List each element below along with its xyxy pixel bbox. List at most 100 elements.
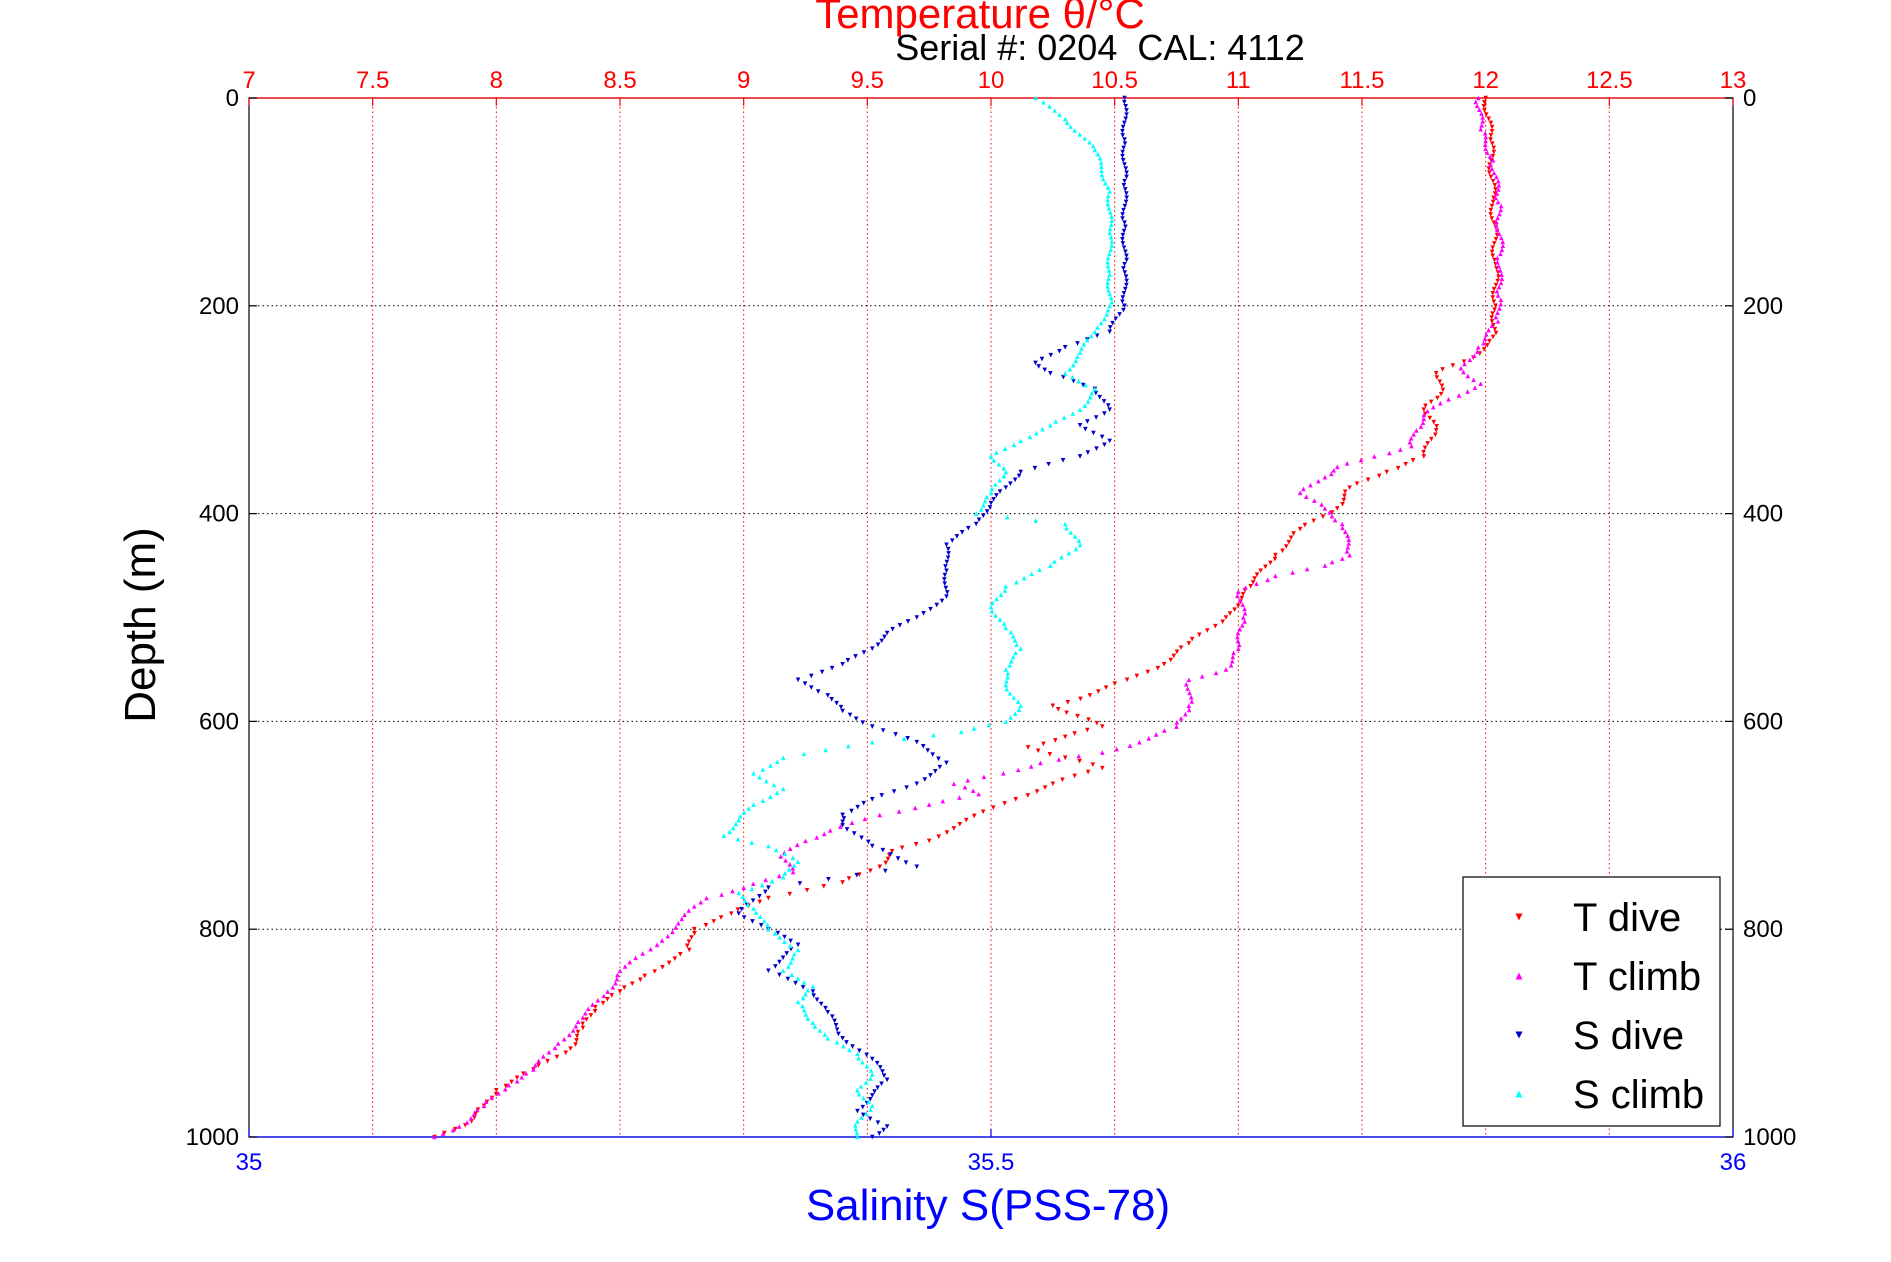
data-point (595, 997, 601, 1003)
data-point (965, 777, 971, 783)
data-point (1462, 361, 1467, 367)
data-point (1014, 579, 1019, 585)
data-point (809, 673, 814, 679)
data-point (904, 785, 909, 790)
data-point (1489, 319, 1495, 324)
x-axis-label-salinity: Salinity S(PSS-78) (806, 1181, 1170, 1230)
data-point (1475, 345, 1481, 350)
data-point (1489, 128, 1495, 134)
legend: T dive T climb S dive S climb (1462, 876, 1721, 1127)
data-point (1358, 457, 1364, 463)
data-point (810, 989, 816, 994)
data-point (780, 786, 786, 792)
data-point (869, 797, 875, 802)
data-point (586, 1006, 591, 1012)
data-point (1003, 719, 1009, 724)
data-point (1099, 164, 1104, 169)
data-point (1411, 432, 1416, 437)
data-point (1109, 214, 1114, 219)
data-point (1089, 390, 1095, 396)
data-point (766, 885, 771, 890)
data-point (1105, 264, 1111, 269)
data-point (890, 626, 895, 632)
data-point (1252, 576, 1257, 581)
data-point (1109, 239, 1115, 244)
data-point (986, 722, 992, 728)
data-point (1478, 381, 1484, 387)
data-point (1254, 572, 1260, 577)
data-point (1316, 478, 1321, 484)
data-point (1304, 494, 1309, 500)
data-point (814, 835, 820, 840)
data-point (1490, 178, 1496, 184)
tick-label-depth-right: 1000 (1743, 1124, 1796, 1151)
data-point (914, 864, 920, 870)
data-point (1476, 107, 1482, 112)
data-point (736, 911, 742, 916)
data-point (738, 813, 743, 819)
tick-label-depth-right: 200 (1743, 293, 1783, 320)
data-point (1081, 341, 1087, 347)
data-point (1088, 333, 1094, 339)
data-point (1113, 316, 1119, 322)
data-point (751, 906, 756, 911)
data-point (945, 546, 951, 552)
tick-label-depth-right: 800 (1743, 916, 1783, 943)
data-point (1105, 197, 1110, 203)
data-point (1497, 211, 1502, 217)
data-point (1015, 767, 1021, 773)
data-point (1124, 282, 1129, 288)
data-point (741, 915, 747, 920)
data-point (1329, 559, 1335, 565)
data-point (1122, 99, 1127, 105)
data-point (1077, 758, 1082, 764)
data-point (1497, 306, 1502, 311)
data-point (1204, 628, 1210, 633)
data-point (1106, 287, 1111, 293)
data-point (1498, 203, 1504, 209)
data-point (1496, 274, 1501, 280)
data-point (803, 1012, 809, 1017)
data-point (1495, 259, 1500, 265)
data-point (1124, 108, 1129, 113)
data-point (826, 877, 831, 882)
data-point (1472, 385, 1478, 390)
data-point (963, 817, 969, 823)
data-point (638, 977, 643, 983)
data-point (1122, 141, 1128, 147)
data-point (849, 808, 854, 814)
data-point (1071, 378, 1076, 384)
data-point (1067, 366, 1073, 372)
data-point (1155, 665, 1161, 671)
data-point (1332, 517, 1338, 523)
legend-label: S climb (1573, 1073, 1704, 1117)
data-point (1085, 769, 1091, 775)
tick-label-temperature: 9.5 (851, 67, 884, 94)
data-point (959, 530, 965, 535)
data-point (795, 947, 801, 953)
data-point (1124, 174, 1129, 180)
data-point (1011, 695, 1017, 700)
data-point (1183, 681, 1189, 687)
data-point (1474, 103, 1480, 109)
data-point (944, 559, 950, 565)
data-point (1062, 371, 1068, 376)
data-point (921, 611, 926, 616)
data-point (1500, 243, 1506, 249)
data-point (666, 960, 672, 966)
tick-label-temperature: 8 (490, 67, 503, 94)
data-point (840, 1035, 845, 1041)
data-point (869, 1072, 875, 1077)
data-point (844, 1040, 849, 1045)
data-point (1258, 568, 1263, 574)
data-point (583, 1010, 588, 1016)
data-point (971, 726, 977, 731)
data-point (1347, 552, 1352, 558)
data-point (1340, 501, 1345, 507)
data-point (1433, 428, 1439, 433)
data-point (1168, 657, 1174, 663)
data-point (791, 951, 797, 957)
data-point (1479, 122, 1484, 128)
data-point (1123, 104, 1128, 109)
data-point (1124, 112, 1129, 117)
